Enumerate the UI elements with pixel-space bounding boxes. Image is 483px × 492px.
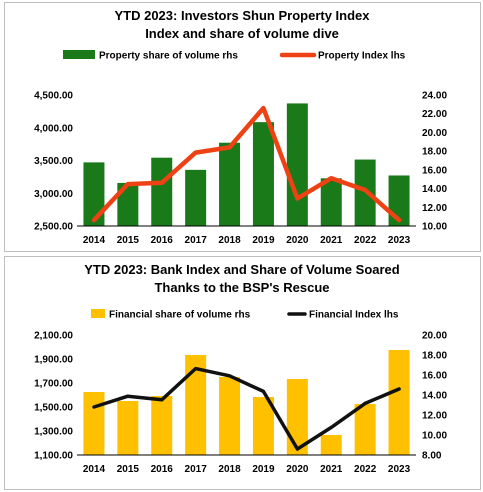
chart-title-line: Index and share of volume dive (145, 26, 339, 41)
property-chart-panel: YTD 2023: Investors Shun Property Index I… (4, 2, 481, 252)
bar-2018 (219, 142, 241, 226)
chart-title-line: YTD 2023: Bank Index and Share of Volume… (84, 262, 400, 277)
y-left-tick-label: 1,300.00 (34, 427, 73, 438)
x-tick-label: 2020 (286, 464, 309, 475)
x-tick-label: 2019 (252, 464, 275, 475)
legend-bar-label: Financial share of volume rhs (109, 310, 251, 321)
bar-2020 (286, 103, 308, 226)
y-left-tick-label: 4,500.00 (34, 91, 73, 102)
bar-2023 (388, 350, 410, 455)
x-tick-label: 2020 (286, 235, 309, 246)
y-right-tick-label: 16.00 (422, 165, 447, 176)
y-right-tick-label: 16.00 (422, 371, 447, 382)
x-tick-label: 2016 (151, 464, 174, 475)
legend-line-label: Financial Index lhs (309, 310, 399, 321)
legend-bar-swatch (91, 309, 105, 318)
bar-2020 (286, 379, 308, 455)
legend-bar-label: Property share of volume rhs (99, 51, 238, 62)
bar-2017 (185, 355, 207, 455)
x-tick-label: 2017 (185, 235, 208, 246)
y-right-tick-label: 12.00 (422, 203, 447, 214)
y-right-tick-label: 22.00 (422, 109, 447, 120)
legend-line-label: Property Index lhs (318, 51, 406, 62)
x-tick-label: 2019 (252, 235, 275, 246)
y-right-tick-label: 12.00 (422, 411, 447, 422)
bar-2016 (151, 396, 173, 455)
y-left-tick-label: 1,100.00 (34, 451, 73, 462)
y-left-tick-label: 3,000.00 (34, 189, 73, 200)
x-tick-label: 2018 (218, 235, 241, 246)
x-tick-label: 2016 (151, 235, 174, 246)
chart-title-line: YTD 2023: Investors Shun Property Index (114, 8, 370, 23)
x-tick-label: 2015 (117, 464, 140, 475)
x-tick-label: 2014 (83, 235, 106, 246)
bar-2019 (252, 397, 274, 455)
bar-2014 (83, 162, 105, 226)
x-tick-label: 2021 (320, 464, 343, 475)
x-tick-label: 2017 (185, 464, 208, 475)
bar-2014 (83, 392, 105, 455)
bar-2015 (117, 182, 139, 226)
y-right-tick-label: 14.00 (422, 184, 447, 195)
y-right-tick-label: 8.00 (422, 451, 442, 462)
y-left-tick-label: 3,500.00 (34, 156, 73, 167)
y-left-tick-label: 2,500.00 (34, 222, 73, 233)
bar-2018 (219, 377, 241, 455)
y-right-tick-label: 18.00 (422, 147, 447, 158)
y-right-tick-label: 10.00 (422, 222, 447, 233)
bar-2017 (185, 169, 207, 226)
y-left-tick-label: 4,000.00 (34, 123, 73, 134)
index-line (92, 366, 401, 451)
property-chart: YTD 2023: Investors Shun Property Index I… (34, 8, 447, 246)
bar-2021 (320, 178, 342, 226)
x-tick-label: 2014 (83, 464, 106, 475)
x-tick-label: 2022 (354, 235, 377, 246)
y-right-tick-label: 10.00 (422, 431, 447, 442)
bar-2021 (320, 435, 342, 455)
y-left-tick-label: 1,900.00 (34, 355, 73, 366)
x-tick-label: 2021 (320, 235, 343, 246)
x-tick-label: 2023 (388, 464, 411, 475)
bar-2022 (354, 404, 376, 455)
y-right-tick-label: 18.00 (422, 351, 447, 362)
financial-chart: YTD 2023: Bank Index and Share of Volume… (34, 262, 447, 475)
legend-bar-swatch (63, 50, 95, 59)
y-right-tick-label: 14.00 (422, 391, 447, 402)
y-right-tick-label: 20.00 (422, 331, 447, 342)
index-line (91, 105, 402, 223)
y-right-tick-label: 20.00 (422, 128, 447, 139)
x-tick-label: 2022 (354, 464, 377, 475)
y-right-tick-label: 24.00 (422, 91, 447, 102)
bar-2016 (151, 157, 173, 226)
x-tick-label: 2015 (117, 235, 140, 246)
y-left-tick-label: 1,700.00 (34, 379, 73, 390)
y-left-tick-label: 1,500.00 (34, 403, 73, 414)
chart-title-line: Thanks to the BSP's Rescue (154, 280, 329, 295)
bar-2019 (252, 122, 274, 226)
x-tick-label: 2023 (388, 235, 411, 246)
x-tick-label: 2018 (218, 464, 241, 475)
y-left-tick-label: 2,100.00 (34, 331, 73, 342)
bar-2015 (117, 401, 139, 455)
financial-chart-panel: YTD 2023: Bank Index and Share of Volume… (4, 256, 481, 490)
